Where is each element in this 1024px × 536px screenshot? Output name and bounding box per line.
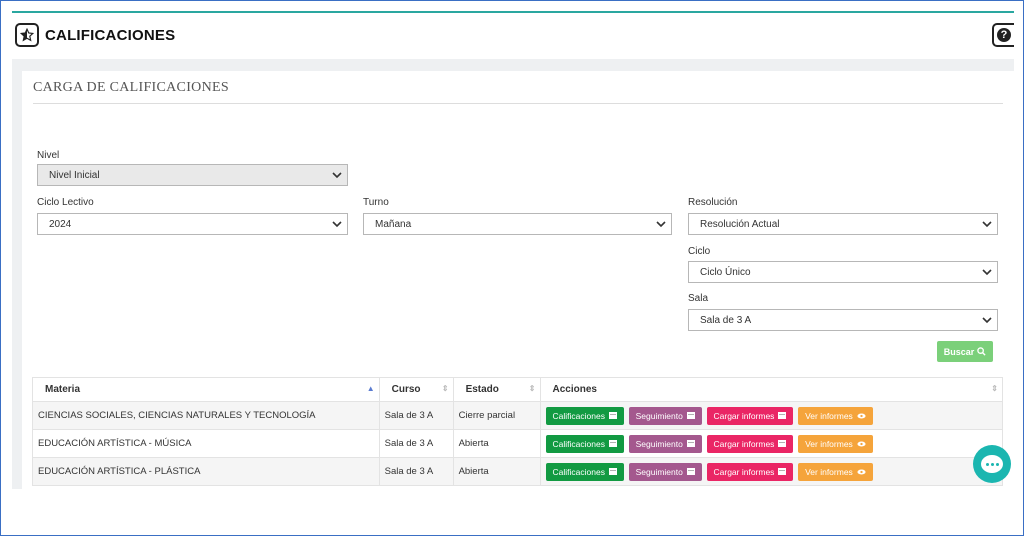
seguimiento-button[interactable]: Seguimiento xyxy=(628,406,702,425)
calendar-icon xyxy=(778,412,787,419)
cell-curso: Sala de 3 A xyxy=(378,401,454,430)
seguimiento-button[interactable]: Seguimiento xyxy=(628,462,702,481)
accent-line xyxy=(12,11,1014,13)
cell-estado: Abierta xyxy=(452,429,541,458)
eye-icon xyxy=(857,468,866,475)
chevron-down-icon xyxy=(656,221,666,228)
sort-both-icon: ⇕ xyxy=(441,384,449,393)
cell-estado: Abierta xyxy=(452,457,541,486)
section-title: CARGA DE CALIFICACIONES xyxy=(33,80,229,95)
table-row: CIENCIAS SOCIALES, CIENCIAS NATURALES Y … xyxy=(32,401,1003,430)
search-button-label: Buscar xyxy=(943,346,975,357)
ver-informes-button[interactable]: Ver informes xyxy=(798,462,873,481)
table-row: EDUCACIÓN ARTÍSTICA - MÚSICA Sala de 3 A… xyxy=(32,429,1003,458)
chevron-down-icon xyxy=(982,221,992,228)
cell-acciones: Calificaciones Seguimiento Cargar inform… xyxy=(539,401,1003,430)
cargar-informes-button[interactable]: Cargar informes xyxy=(706,462,794,481)
search-icon xyxy=(977,347,986,356)
ver-informes-button[interactable]: Ver informes xyxy=(798,406,873,425)
calendar-icon xyxy=(778,440,787,447)
sort-asc-icon: ▲ xyxy=(366,384,375,393)
column-header-curso[interactable]: Curso ⇕ xyxy=(378,377,454,402)
content-area: CARGA DE CALIFICACIONES Nivel Nivel Inic… xyxy=(12,59,1014,489)
chevron-down-icon xyxy=(332,221,342,228)
ciclo-label: Ciclo xyxy=(688,246,711,257)
resolucion-select[interactable]: Resolución Actual xyxy=(688,213,998,235)
resolucion-label: Resolución xyxy=(688,197,738,208)
ciclo-lectivo-value: 2024 xyxy=(49,218,72,230)
sort-both-icon: ⇕ xyxy=(991,384,998,393)
turno-label: Turno xyxy=(363,197,389,208)
turno-value: Mañana xyxy=(375,218,412,230)
calificaciones-button[interactable]: Calificaciones xyxy=(545,406,624,425)
resolucion-value: Resolución Actual xyxy=(700,218,780,230)
cargar-informes-button[interactable]: Cargar informes xyxy=(706,434,794,453)
calificaciones-button[interactable]: Calificaciones xyxy=(545,434,624,453)
sala-select[interactable]: Sala de 3 A xyxy=(688,309,998,331)
calendar-icon xyxy=(686,412,695,419)
search-button[interactable]: Buscar xyxy=(937,341,993,362)
cell-curso: Sala de 3 A xyxy=(378,457,454,486)
question-circle-icon: ? xyxy=(997,28,1011,42)
column-header-acciones[interactable]: Acciones ⇕ xyxy=(539,377,1003,402)
chat-button[interactable] xyxy=(973,445,1011,483)
eye-icon xyxy=(857,412,866,419)
seguimiento-button[interactable]: Seguimiento xyxy=(628,434,702,453)
column-header-estado[interactable]: Estado ⇕ xyxy=(452,377,541,402)
sala-label: Sala xyxy=(688,293,709,304)
subjects-table: Materia ▲ Curso ⇕ Estado ⇕ Acciones ⇕ CIENCI… xyxy=(32,377,1003,486)
page-title: CALIFICACIONES xyxy=(45,27,176,44)
turno-select[interactable]: Mañana xyxy=(363,213,672,235)
calendar-icon xyxy=(608,412,617,419)
cell-materia: CIENCIAS SOCIALES, CIENCIAS NATURALES Y … xyxy=(32,401,380,430)
column-header-materia[interactable]: Materia ▲ xyxy=(32,377,380,402)
calendar-icon xyxy=(686,468,695,475)
ciclo-select[interactable]: Ciclo Único xyxy=(688,261,998,283)
cargar-informes-button[interactable]: Cargar informes xyxy=(706,406,794,425)
cell-estado: Cierre parcial xyxy=(452,401,541,430)
table-row: EDUCACIÓN ARTÍSTICA - PLÁSTICA Sala de 3… xyxy=(32,457,1003,486)
ver-informes-button[interactable]: Ver informes xyxy=(798,434,873,453)
sort-both-icon: ⇕ xyxy=(528,384,536,393)
ciclo-lectivo-select[interactable]: 2024 xyxy=(37,213,348,235)
cell-acciones: Calificaciones Seguimiento Cargar inform… xyxy=(539,429,1003,458)
cell-curso: Sala de 3 A xyxy=(378,429,454,458)
chevron-down-icon xyxy=(982,269,992,276)
sala-value: Sala de 3 A xyxy=(700,314,752,326)
ciclo-lectivo-label: Ciclo Lectivo xyxy=(37,197,94,208)
help-button[interactable]: ? xyxy=(992,23,1014,47)
calendar-icon xyxy=(608,468,617,475)
nivel-select[interactable]: Nivel Inicial xyxy=(37,164,348,186)
grades-card: CARGA DE CALIFICACIONES Nivel Nivel Inic… xyxy=(22,71,1014,489)
chevron-down-icon xyxy=(982,317,992,324)
calendar-icon xyxy=(778,468,787,475)
calendar-icon xyxy=(686,440,695,447)
nivel-label: Nivel xyxy=(37,150,60,161)
cell-materia: EDUCACIÓN ARTÍSTICA - PLÁSTICA xyxy=(32,457,380,486)
cell-acciones: Calificaciones Seguimiento Cargar inform… xyxy=(539,457,1003,486)
calendar-icon xyxy=(608,440,617,447)
star-half-icon xyxy=(15,23,39,47)
calificaciones-button[interactable]: Calificaciones xyxy=(545,462,624,481)
section-divider xyxy=(33,103,1003,104)
ciclo-value: Ciclo Único xyxy=(700,266,751,278)
chat-icon xyxy=(981,455,1003,473)
eye-icon xyxy=(857,440,866,447)
page-header: CALIFICACIONES ? xyxy=(14,22,1014,52)
nivel-value: Nivel Inicial xyxy=(49,169,100,181)
table-header-row: Materia ▲ Curso ⇕ Estado ⇕ Acciones ⇕ xyxy=(32,377,1003,402)
cell-materia: EDUCACIÓN ARTÍSTICA - MÚSICA xyxy=(32,429,380,458)
chevron-down-icon xyxy=(332,172,342,179)
